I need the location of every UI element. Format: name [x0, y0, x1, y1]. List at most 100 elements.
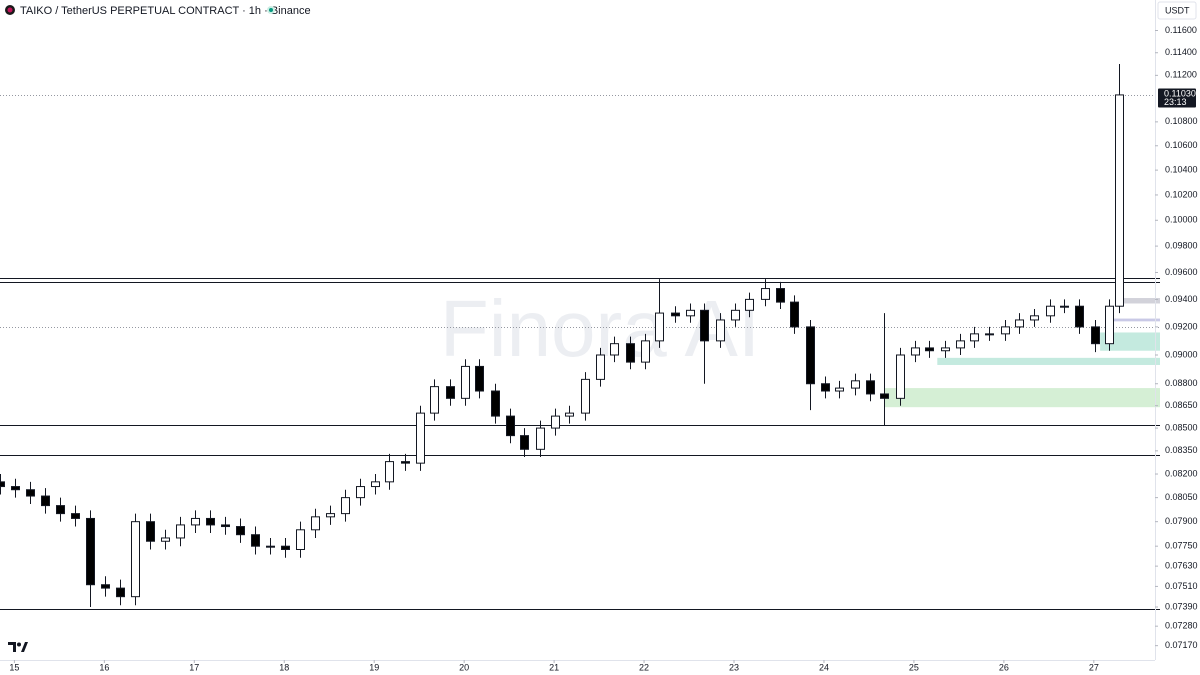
candle-body	[866, 380, 875, 395]
x-tick-label: 23	[729, 662, 739, 672]
price-label-box	[1158, 88, 1196, 108]
candle-body	[821, 383, 830, 392]
candle-body	[131, 521, 140, 598]
y-tick-label: 0.11600	[1165, 25, 1197, 35]
candle-body	[356, 486, 365, 499]
y-tick-label: 0.08500	[1165, 422, 1198, 432]
candle-body	[716, 319, 725, 342]
x-tick-label: 20	[459, 662, 469, 672]
x-tick-label: 27	[1089, 662, 1099, 672]
candle-body	[1060, 305, 1069, 308]
candle-body	[430, 386, 439, 414]
candle-body	[596, 354, 605, 380]
zone	[937, 357, 1160, 365]
y-tick-label: 0.10000	[1165, 215, 1198, 225]
candle-body	[401, 461, 410, 464]
candle-body	[371, 481, 380, 488]
y-tick-label: 0.09000	[1165, 349, 1198, 359]
y-tick-label: 0.08350	[1165, 445, 1198, 455]
candle-body	[475, 365, 484, 392]
y-tick-label: 0.08650	[1165, 400, 1198, 410]
candle-body	[251, 534, 260, 547]
y-tick-label: 0.10800	[1165, 116, 1198, 126]
candle-body	[520, 435, 529, 450]
candle-body	[206, 517, 215, 526]
y-tick-label: 0.07630	[1165, 561, 1198, 571]
y-tick-label: 0.09200	[1165, 321, 1198, 331]
x-tick-label: 18	[279, 662, 289, 672]
candle-body	[491, 390, 500, 417]
y-tick-label: 0.08200	[1165, 468, 1198, 478]
candle-body	[626, 343, 635, 363]
candle-body	[671, 312, 680, 317]
candle-body	[1046, 305, 1055, 317]
candle-body	[1091, 326, 1100, 345]
candle-body	[326, 513, 335, 518]
candle-body	[506, 415, 515, 437]
candle-body	[790, 301, 799, 328]
candle-body	[146, 521, 155, 542]
candle-body	[416, 412, 425, 464]
candle-body	[176, 524, 185, 539]
y-tick-label: 0.07900	[1165, 516, 1198, 526]
candle-body	[461, 365, 470, 399]
y-tick-label: 0.10400	[1165, 164, 1198, 174]
zone	[1118, 298, 1160, 304]
y-tick-label: 0.10200	[1165, 189, 1198, 199]
candle-body	[956, 340, 965, 349]
candle-body	[26, 489, 35, 497]
plot-area	[0, 64, 1160, 610]
candle-body	[641, 340, 650, 363]
candle-body	[446, 386, 455, 399]
candle-body	[745, 298, 754, 311]
y-tick-label: 0.09600	[1165, 267, 1198, 277]
candle-body	[341, 497, 350, 515]
zone	[884, 388, 1160, 408]
x-tick-label: 16	[99, 662, 109, 672]
y-tick-label: 0.07750	[1165, 541, 1198, 551]
candle-body	[851, 380, 860, 389]
symbol-icon-inner	[7, 7, 13, 13]
candle-body	[565, 412, 574, 417]
y-tick-label: 0.07390	[1165, 601, 1198, 611]
candle-body	[761, 288, 770, 300]
currency-box[interactable]	[1157, 1, 1197, 20]
x-tick-label: 25	[909, 662, 919, 672]
candle-body	[880, 393, 889, 399]
candle-body	[1015, 319, 1024, 328]
candle-body	[191, 517, 200, 526]
candle-body	[551, 415, 560, 429]
price-label: 0.11030	[1164, 88, 1196, 98]
y-tick-label: 0.08050	[1165, 492, 1198, 502]
x-tick-label: 24	[819, 662, 829, 672]
candle-body	[86, 517, 95, 586]
candle-body	[116, 587, 125, 598]
y-tick-label: 0.10600	[1165, 140, 1198, 150]
y-tick-label: 0.08800	[1165, 378, 1198, 388]
candle-body	[941, 347, 950, 352]
candle-body	[610, 343, 619, 356]
candle-body	[985, 333, 994, 336]
candle-body	[731, 309, 740, 321]
candle-body	[1001, 326, 1010, 335]
candle-body	[1075, 305, 1084, 328]
candle-body	[806, 326, 815, 385]
y-tick-label: 0.07170	[1165, 640, 1198, 650]
candle-body	[101, 584, 110, 589]
candle-body	[1115, 94, 1124, 307]
candle-body	[161, 537, 170, 542]
candle-body	[71, 513, 80, 519]
y-tick-label: 0.09400	[1165, 294, 1198, 304]
x-tick-label: 26	[999, 662, 1009, 672]
candle-body	[236, 526, 245, 536]
candle-body	[0, 481, 5, 488]
candle-body	[655, 312, 664, 342]
candle-body	[281, 545, 290, 550]
currency-label: USDT	[1165, 5, 1190, 15]
x-tick-label: 19	[369, 662, 379, 672]
candle-body	[221, 524, 230, 528]
candle-body	[970, 333, 979, 342]
candle-body	[311, 516, 320, 531]
y-tick-label: 0.11400	[1165, 47, 1197, 57]
candle-body	[911, 347, 920, 356]
